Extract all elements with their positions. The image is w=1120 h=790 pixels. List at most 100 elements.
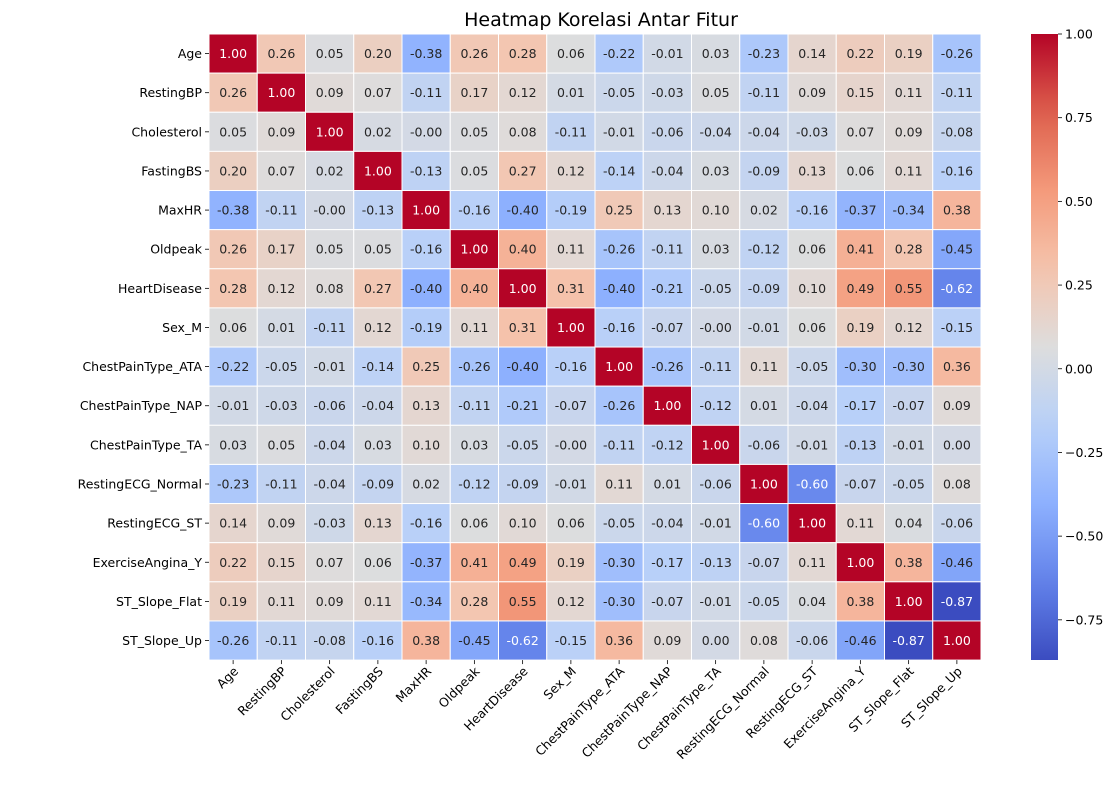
cell-value-label: 0.07 (316, 555, 344, 570)
cell-value-label: -0.26 (458, 359, 490, 374)
cell-value-label: -0.40 (506, 203, 538, 218)
cell-value-label: 0.20 (364, 46, 392, 61)
cell-value-label: 0.06 (798, 320, 826, 335)
x-tick-label: ChestPainType_ATA (532, 663, 627, 758)
cell-value-label: -0.03 (796, 124, 828, 139)
cell-value-label: 1.00 (412, 203, 440, 218)
heatmap-cell (498, 346, 548, 387)
heatmap-cell (932, 542, 982, 583)
cell-value-label: 0.11 (364, 594, 392, 609)
cell-value-label: -0.06 (699, 476, 731, 491)
cell-value-label: 1.00 (267, 85, 295, 100)
cell-value-label: 0.05 (364, 242, 392, 257)
cell-value-label: 0.19 (557, 555, 585, 570)
cell-value-label: 1.00 (460, 242, 488, 257)
cell-value-label: -0.00 (313, 203, 345, 218)
heatmap-cell (546, 385, 596, 426)
heatmap-cell (787, 385, 837, 426)
heatmap-cell (932, 503, 982, 544)
cell-value-label: 0.10 (509, 516, 537, 531)
cell-value-label: 0.41 (460, 555, 488, 570)
cell-value-label: 0.12 (557, 594, 585, 609)
colorbar-tick-label: 0.75 (1065, 110, 1093, 125)
heatmap-cell (305, 503, 355, 544)
y-tick-label: RestingECG_Normal (78, 476, 202, 491)
cell-value-label: 0.15 (846, 85, 874, 100)
cell-value-label: 1.00 (895, 594, 923, 609)
cell-value-label: 1.00 (557, 320, 585, 335)
heatmap-cell (642, 33, 692, 74)
cell-value-label: 0.28 (509, 46, 537, 61)
cell-value-label: -0.13 (844, 437, 876, 452)
cell-value-label: 0.41 (846, 242, 874, 257)
cell-value-label: -0.40 (410, 281, 442, 296)
cell-value-label: -0.17 (844, 398, 876, 413)
heatmap-cell (449, 424, 499, 465)
cell-value-label: 0.09 (895, 124, 923, 139)
heatmap-cell (594, 542, 644, 583)
y-tick-label: Sex_M (162, 320, 202, 335)
cell-value-label: -0.13 (410, 163, 442, 178)
cell-value-label: -0.16 (362, 633, 394, 648)
cell-value-label: 0.19 (219, 594, 247, 609)
heatmap-cell (401, 150, 451, 192)
heatmap-cell (932, 463, 982, 505)
cell-value-label: 0.05 (219, 124, 247, 139)
heatmap-cell (932, 620, 982, 661)
heatmap-cell (691, 542, 741, 583)
cell-value-label: 0.55 (509, 594, 537, 609)
cell-value-label: -0.07 (892, 398, 924, 413)
heatmap-cell (739, 620, 789, 661)
heatmap-cell (932, 385, 982, 426)
cell-value-label: -0.21 (651, 281, 683, 296)
cell-value-label: 0.03 (702, 163, 730, 178)
y-tick-label: MaxHR (158, 203, 202, 218)
cell-value-label: -0.26 (217, 633, 249, 648)
cell-value-label: 0.13 (798, 163, 826, 178)
cell-value-label: -0.37 (844, 203, 876, 218)
heatmap-cell (835, 503, 885, 544)
heatmap-cell (835, 542, 885, 583)
heatmap-cell (498, 229, 548, 270)
cell-value-label: -0.01 (796, 437, 828, 452)
cell-value-label: -0.09 (506, 476, 538, 491)
cell-value-label: 0.09 (798, 85, 826, 100)
cell-value-label: 0.06 (557, 516, 585, 531)
heatmap-cell (594, 190, 644, 231)
cell-value-label: -0.30 (892, 359, 924, 374)
heatmap-cell (739, 385, 789, 426)
heatmap-cell (305, 542, 355, 583)
heatmap-cell (835, 307, 885, 348)
heatmap-cell (498, 307, 548, 348)
cell-value-label: 0.08 (750, 633, 778, 648)
heatmap-cell (642, 307, 692, 348)
cell-value-label: -0.09 (362, 476, 394, 491)
cell-value-label: 0.09 (267, 124, 295, 139)
cell-value-label: -0.16 (410, 516, 442, 531)
cell-value-label: -0.01 (651, 46, 683, 61)
cell-value-label: 0.06 (557, 46, 585, 61)
x-tick-label: ChestPainType_TA (634, 663, 724, 753)
heatmap-cell (691, 72, 741, 113)
heatmap-cell (546, 424, 596, 465)
cell-value-label: 0.07 (846, 124, 874, 139)
cell-value-label: -0.07 (651, 320, 683, 335)
cell-value-label: -0.34 (892, 203, 924, 218)
heatmap-cell (884, 72, 934, 113)
cell-value-label: -0.04 (651, 163, 683, 178)
cell-value-label: -0.14 (362, 359, 394, 374)
heatmap-cell (884, 463, 934, 505)
heatmap-cell (353, 542, 403, 583)
cell-value-label: -0.14 (603, 163, 635, 178)
cell-value-label: 0.05 (702, 85, 730, 100)
heatmap-cell (594, 620, 644, 661)
cell-value-label: 0.10 (412, 437, 440, 452)
heatmap-cell (208, 581, 258, 622)
heatmap-cell (353, 111, 403, 152)
heatmap-cell (401, 503, 451, 544)
cell-value-label: 0.31 (509, 320, 537, 335)
cell-value-label: -0.62 (506, 633, 538, 648)
cell-value-label: 1.00 (219, 46, 247, 61)
cell-value-label: -0.26 (651, 359, 683, 374)
y-tick-label: HeartDisease (118, 281, 202, 296)
